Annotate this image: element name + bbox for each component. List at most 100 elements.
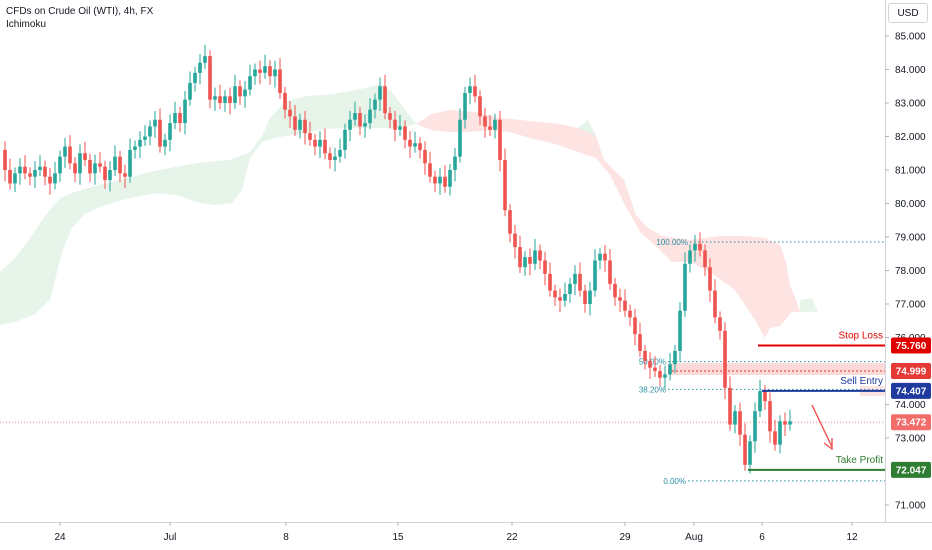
candle: [198, 54, 202, 85]
candle: [353, 101, 357, 126]
x-tick-label: 15: [392, 532, 404, 543]
candle-body: [308, 133, 312, 140]
candle-body: [288, 109, 292, 117]
candle: [488, 115, 492, 136]
candle: [783, 412, 787, 436]
candle: [158, 108, 162, 153]
candle: [263, 54, 267, 79]
candle: [283, 86, 287, 119]
candle-body: [468, 86, 472, 93]
candle: [173, 101, 177, 130]
candle-body: [68, 146, 72, 164]
y-tick-label: 83.000: [895, 99, 926, 110]
candle: [338, 138, 342, 163]
candle-body: [128, 149, 132, 177]
candle-body: [413, 143, 417, 147]
candle-body: [133, 146, 137, 150]
candle-body: [718, 317, 722, 331]
x-tick-label: 12: [846, 532, 858, 543]
candle-body: [108, 170, 112, 181]
candle-body: [73, 163, 77, 174]
y-tick-label: 81.000: [895, 166, 926, 177]
candle-body: [418, 143, 422, 150]
bullish-cloud-right: [800, 298, 818, 312]
candle: [278, 58, 282, 99]
candle-body: [423, 149, 427, 164]
candle: [18, 157, 22, 185]
candle: [643, 344, 647, 370]
candle-body: [58, 156, 62, 174]
candle: [493, 113, 497, 139]
candle-body: [738, 411, 742, 435]
candle: [253, 63, 257, 85]
candle: [33, 161, 37, 189]
resistance-price-tag: 74.999: [891, 363, 931, 380]
candle-body: [778, 421, 782, 445]
currency-button[interactable]: USD: [888, 3, 928, 23]
candle-body: [543, 260, 547, 274]
candle: [788, 409, 792, 431]
candle-body: [648, 360, 652, 368]
candle: [273, 60, 277, 88]
candle: [713, 279, 717, 324]
candle: [28, 167, 32, 186]
candle-body: [38, 166, 42, 170]
price-tag-text: 74.999: [896, 367, 927, 378]
sell-entry-label: Sell Entry: [840, 376, 883, 387]
candle: [683, 252, 687, 317]
candle-body: [348, 119, 352, 130]
candle: [378, 77, 382, 112]
candle: [588, 281, 592, 316]
candle-body: [683, 263, 687, 311]
candle-body: [488, 126, 492, 130]
candle: [693, 234, 697, 262]
candle: [73, 157, 77, 183]
candle-body: [458, 119, 462, 157]
candle-body: [668, 364, 672, 375]
candle: [138, 131, 142, 158]
candle-body: [98, 163, 102, 167]
bearish-cloud: [416, 110, 800, 338]
candle-body: [183, 99, 187, 124]
candle: [83, 141, 87, 166]
candle: [113, 145, 117, 177]
candle: [183, 90, 187, 135]
candle-body: [593, 260, 597, 291]
candle: [388, 107, 392, 129]
candle: [223, 90, 227, 112]
candle-body: [303, 119, 307, 134]
candle: [93, 154, 97, 185]
price-tag-box: [891, 337, 931, 354]
price-tag-box: [891, 382, 931, 399]
candle: [633, 308, 637, 346]
candle-body: [393, 119, 397, 130]
candle-body: [728, 387, 732, 425]
candle: [243, 80, 247, 108]
projection-arrow-shaft: [811, 404, 833, 448]
candle: [163, 133, 167, 156]
candle: [233, 74, 237, 110]
candle-body: [378, 86, 382, 100]
candle-body: [338, 149, 342, 157]
y-tick-label: 84.000: [895, 65, 926, 76]
candle: [193, 66, 197, 92]
y-tick-label: 80.000: [895, 199, 926, 210]
candle-body: [633, 317, 637, 335]
candle: [603, 245, 607, 272]
candle-body: [548, 273, 552, 291]
candle-body: [113, 156, 117, 170]
candle: [108, 161, 112, 192]
candle: [543, 251, 547, 286]
candle: [413, 131, 417, 153]
candle: [608, 249, 612, 290]
candle-body: [28, 173, 32, 177]
price-tag-text: 74.407: [896, 386, 927, 397]
candle-body: [298, 119, 302, 130]
candle: [403, 120, 407, 149]
candle: [668, 352, 672, 381]
candle-body: [723, 330, 727, 388]
candle-body: [138, 139, 142, 147]
candle-body: [203, 56, 207, 63]
price-tag-text: 72.047: [896, 465, 927, 476]
